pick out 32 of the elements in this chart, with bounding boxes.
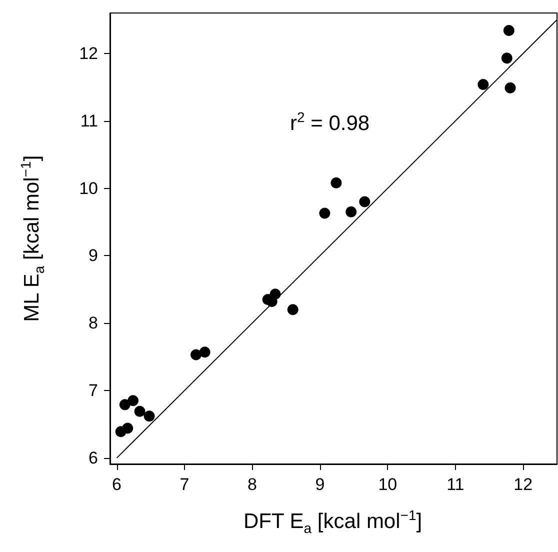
point	[503, 25, 514, 36]
point	[501, 52, 512, 64]
point	[359, 196, 370, 208]
point	[134, 406, 146, 417]
x-tick-label: 7	[180, 475, 190, 494]
y-tick-label: 9	[88, 246, 98, 266]
point	[287, 304, 298, 316]
point	[128, 395, 139, 406]
y-tick-label: 10	[79, 178, 98, 198]
x-tick-label: 12	[514, 475, 533, 494]
y-tick-label: 6	[88, 448, 98, 468]
point	[478, 78, 489, 90]
x-axis-title: DFT E$_{a}$ [kcal mol$^{−1}$]	[244, 507, 422, 536]
point	[319, 208, 330, 219]
x-tick-label: 10	[378, 475, 398, 494]
y-tick-label: 7	[88, 381, 98, 400]
x-tick-label: 9	[315, 475, 325, 494]
point	[119, 399, 130, 410]
x-tick-label: 8	[247, 475, 257, 494]
y-tick-label: 11	[80, 111, 98, 130]
point	[144, 410, 155, 422]
y-tick-label: 8	[88, 314, 98, 333]
x-tick-label: 6	[112, 475, 122, 494]
x-tick-label: 11	[446, 475, 464, 494]
point	[190, 349, 202, 360]
point	[199, 346, 210, 358]
y-tick-label: 12	[79, 44, 98, 63]
point	[504, 82, 516, 94]
point	[346, 206, 357, 218]
annotation: r$^{2}$ = 0.98	[290, 109, 370, 135]
point	[330, 177, 342, 188]
point	[122, 422, 134, 434]
